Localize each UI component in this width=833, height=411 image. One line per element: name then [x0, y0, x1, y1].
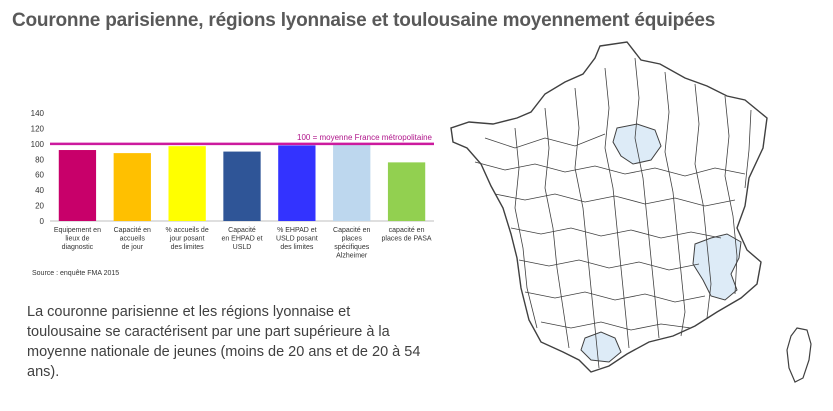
france-outline [450, 41, 768, 373]
category-label-5-2: spécifiques [334, 244, 370, 251]
category-label-3-1: en EHPAD et [221, 236, 262, 243]
page-title: Couronne parisienne, régions lyonnaise e… [12, 10, 716, 31]
category-label-0-1: lieux de [65, 236, 89, 243]
category-label-5-3: Alzheimer [336, 253, 368, 260]
y-tick-label-1: 20 [35, 202, 44, 211]
category-label-6-0: capacité en [389, 227, 425, 234]
category-label-2-0: % accueils de [166, 227, 209, 234]
category-label-5-1: places [342, 236, 363, 243]
bar-3 [223, 151, 261, 221]
category-label-0-0: Equipement en [54, 227, 101, 234]
category-label-3-2: USLD [233, 244, 252, 251]
category-label-3-0: Capacité [228, 227, 256, 234]
chart-source: Source : enquête FMA 2015 [32, 270, 120, 277]
description-text: La couronne parisienne et les régions ly… [27, 304, 421, 380]
category-label-2-2: des limites [171, 244, 205, 251]
paris-region [612, 123, 662, 165]
bar-6 [387, 162, 426, 221]
category-label-4-0: % EHPAD et [277, 227, 317, 234]
bar-0 [58, 150, 97, 221]
bar-2 [168, 146, 206, 221]
corsica-outline [786, 327, 812, 383]
y-tick-label-4: 80 [35, 155, 44, 164]
y-tick-label-3: 60 [35, 171, 44, 180]
category-label-6-1: places de PASA [382, 236, 432, 243]
category-label-1-2: de jour [122, 244, 144, 251]
category-label-1-1: accueils [120, 236, 146, 243]
category-label-4-2: des limites [280, 244, 314, 251]
category-label-4-1: USLD posant [276, 236, 318, 243]
y-tick-label-0: 0 [40, 217, 45, 226]
bar-4 [278, 145, 316, 221]
france-map [450, 41, 812, 383]
category-label-0-2: diagnostic [62, 244, 94, 251]
bar-5 [333, 144, 371, 221]
category-label-5-0: Capacité en [333, 227, 370, 234]
y-tick-label-5: 100 [31, 140, 45, 149]
bar-1 [113, 153, 151, 221]
y-tick-label-2: 40 [35, 186, 44, 195]
lyon-region [692, 233, 742, 301]
category-label-1-0: Capacité en [114, 227, 151, 234]
department-borders [474, 57, 752, 369]
toulouse-region [580, 331, 622, 363]
y-tick-label-6: 120 [31, 124, 45, 133]
y-tick-label-7: 140 [31, 109, 45, 118]
category-label-2-1: jour posant [169, 236, 205, 243]
reference-line-label: 100 = moyenne France métropolitaine [297, 133, 433, 142]
